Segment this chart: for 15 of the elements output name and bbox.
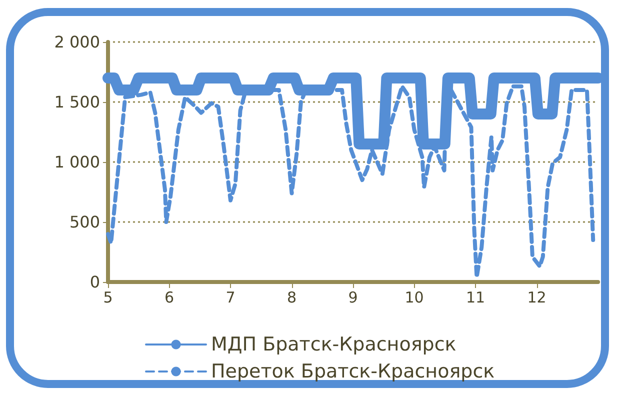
legend-label: Переток Братск-Красноярск <box>211 360 495 382</box>
x-tick-label: 9 <box>348 288 358 306</box>
y-tick-label: 1 000 <box>54 152 100 172</box>
x-tick-label: 7 <box>226 288 236 306</box>
x-tick-label: 10 <box>404 288 424 306</box>
y-tick-label: 500 <box>69 212 100 232</box>
x-tick-label: 5 <box>103 288 113 306</box>
x-tick-label: 12 <box>527 288 546 306</box>
x-tick-label: 8 <box>286 288 297 306</box>
y-tick-label: 1 500 <box>54 92 100 112</box>
y-tick-label: 0 <box>90 272 100 292</box>
x-tick-label: 6 <box>164 288 174 306</box>
legend-label: МДП Братск-Красноярск <box>211 334 456 356</box>
x-tick-label: 11 <box>466 288 486 306</box>
y-tick-label: 2 000 <box>54 32 100 52</box>
